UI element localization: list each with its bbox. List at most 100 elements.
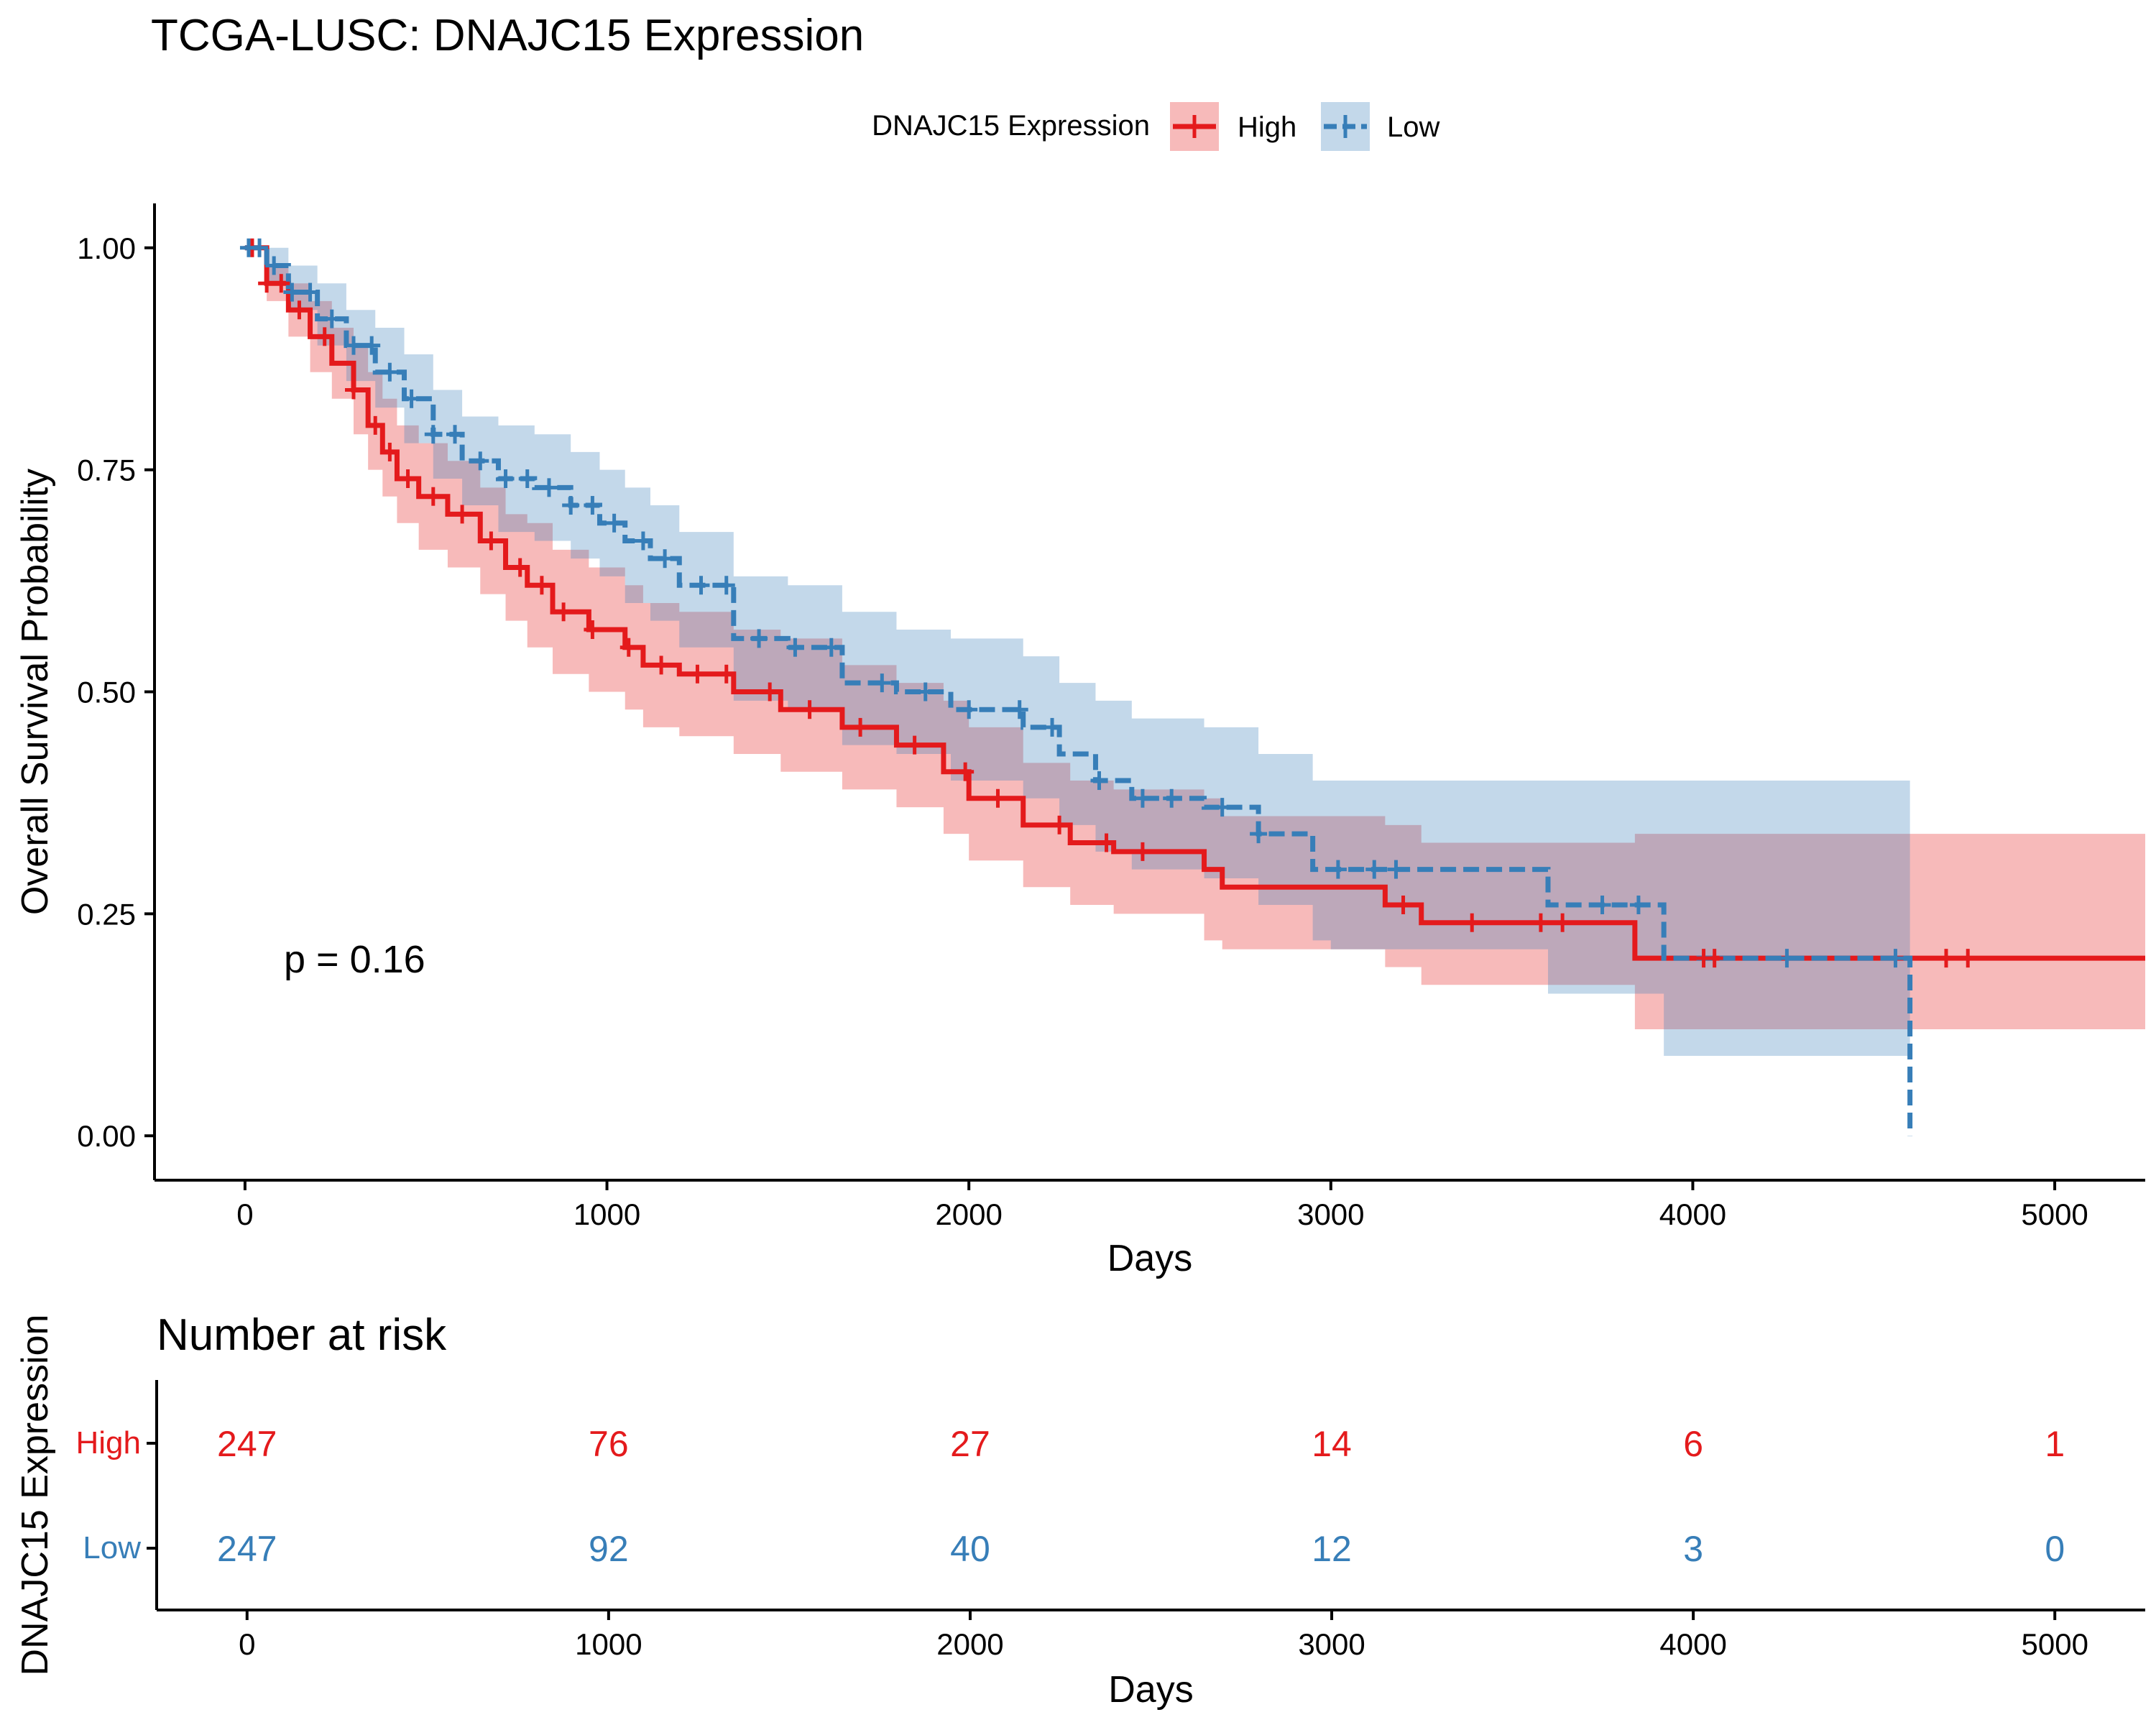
censor-mark-low xyxy=(960,700,978,719)
censor-mark-low xyxy=(1387,860,1405,879)
censor-mark-high xyxy=(801,700,819,719)
y-axis-label: Overall Survival Probability xyxy=(14,469,56,915)
censor-mark-high xyxy=(717,664,735,684)
risk-table-title: Number at risk xyxy=(157,1310,447,1360)
risk-x-tick-label: 5000 xyxy=(2022,1627,2088,1661)
risk-x-tick-label: 3000 xyxy=(1298,1627,1365,1661)
x-tick-label: 2000 xyxy=(935,1197,1002,1231)
censor-mark-low xyxy=(345,336,362,355)
x-tick-label: 0 xyxy=(236,1197,253,1231)
risk-count-high: 14 xyxy=(1312,1424,1352,1464)
censor-mark-high xyxy=(957,762,975,781)
censor-mark-high xyxy=(1133,842,1151,861)
censor-mark-low xyxy=(471,451,489,471)
censor-mark-high xyxy=(1959,949,1977,968)
risk-count-high: 76 xyxy=(589,1424,629,1464)
censor-mark-low xyxy=(301,282,319,302)
censor-mark-low xyxy=(518,469,536,488)
risk-count-low: 247 xyxy=(217,1529,277,1569)
censor-mark-high xyxy=(453,505,471,524)
risk-x-tick-label: 1000 xyxy=(575,1627,642,1661)
censor-mark-low xyxy=(1010,700,1028,719)
censor-mark-low xyxy=(786,638,804,657)
censor-mark-high xyxy=(381,442,399,461)
censor-mark-low xyxy=(1163,788,1181,808)
censor-mark-low xyxy=(916,682,934,702)
censor-mark-high xyxy=(272,274,290,293)
censor-mark-low xyxy=(692,576,710,595)
censor-mark-high xyxy=(482,531,500,551)
risk-count-low: 0 xyxy=(2045,1529,2065,1569)
x-tick-label: 5000 xyxy=(2021,1197,2088,1231)
censor-mark-low xyxy=(822,638,840,657)
censor-mark-high xyxy=(533,576,550,595)
p-value-label: p = 0.16 xyxy=(284,938,425,981)
censor-mark-low xyxy=(1593,896,1611,915)
censor-mark-low xyxy=(1044,717,1061,737)
censor-mark-low xyxy=(381,362,399,382)
censor-mark-high xyxy=(399,469,417,488)
risk-count-low: 92 xyxy=(589,1529,629,1569)
chart-title: TCGA-LUSC: DNAJC15 Expression xyxy=(151,11,864,60)
risk-row-label-high: High xyxy=(76,1425,142,1460)
risk-count-low: 40 xyxy=(950,1529,990,1569)
legend: DNAJC15 Expression High Low xyxy=(872,102,1439,151)
censor-mark-high xyxy=(315,327,333,346)
risk-x-tick-label: 0 xyxy=(239,1627,255,1661)
censor-mark-high xyxy=(1051,815,1069,834)
censor-mark-low xyxy=(605,513,623,533)
censor-mark-high xyxy=(511,558,529,577)
censor-mark-high xyxy=(688,664,706,684)
censor-mark-low xyxy=(584,496,602,515)
censor-mark-low xyxy=(283,282,301,302)
censor-mark-low xyxy=(265,256,283,275)
censor-mark-low xyxy=(446,425,464,444)
risk-x-tick-label: 2000 xyxy=(936,1627,1003,1661)
censor-mark-low xyxy=(1886,949,1904,968)
risk-count-low: 3 xyxy=(1683,1529,1703,1569)
censor-mark-low xyxy=(251,238,269,257)
x-axis-label: Days xyxy=(1107,1238,1192,1279)
km-plot-area: 0.00 0.25 0.50 0.75 1.00 0 1000 2000 3000 4000 500… xyxy=(14,203,2145,1279)
censor-mark-high xyxy=(1394,896,1412,915)
censor-mark-low xyxy=(717,576,735,595)
censor-mark-low xyxy=(1090,771,1108,791)
censor-mark-high xyxy=(555,602,573,622)
legend-title: DNAJC15 Expression xyxy=(872,110,1150,142)
y-tick-label: 0.50 xyxy=(77,676,136,709)
y-tick-label: 0.00 xyxy=(77,1119,136,1153)
legend-label-low: Low xyxy=(1387,111,1439,143)
risk-count-high: 6 xyxy=(1683,1424,1703,1464)
confidence-band-low xyxy=(244,247,1910,1057)
censor-mark-high xyxy=(906,735,923,755)
y-tick-label: 0.25 xyxy=(77,897,136,931)
risk-x-axis-label: Days xyxy=(1108,1669,1193,1711)
survival-curve-high xyxy=(244,245,2145,961)
censor-mark-high xyxy=(584,620,602,640)
censor-mark-low xyxy=(1133,788,1151,808)
censor-mark-high xyxy=(653,656,671,675)
legend-label-high: High xyxy=(1238,111,1296,143)
risk-count-high: 27 xyxy=(950,1424,990,1464)
y-tick-label: 0.75 xyxy=(77,454,136,487)
risk-table: Number at risk High 247 76 27 14 6 1 Low 247 92 40 1… xyxy=(14,1310,2145,1711)
censor-mark-low xyxy=(1250,824,1268,844)
censor-mark-high xyxy=(1705,949,1723,968)
confidence-band-high xyxy=(244,247,2145,1029)
censor-mark-low xyxy=(750,629,768,648)
censor-mark-low xyxy=(634,531,652,551)
censor-mark-high xyxy=(424,487,442,506)
censor-mark-high xyxy=(345,380,362,400)
risk-count-low: 12 xyxy=(1312,1529,1352,1569)
censor-mark-high xyxy=(1554,913,1572,932)
censor-mark-low xyxy=(424,425,442,444)
y-tick-label: 1.00 xyxy=(77,231,136,265)
censor-mark-high xyxy=(1531,913,1549,932)
censor-mark-low xyxy=(873,673,891,693)
censor-mark-high xyxy=(1463,913,1481,932)
x-tick-label: 1000 xyxy=(573,1197,640,1231)
censor-mark-high xyxy=(989,788,1007,808)
censor-mark-high xyxy=(1938,949,1955,968)
survival-curve-low xyxy=(244,245,1913,1136)
